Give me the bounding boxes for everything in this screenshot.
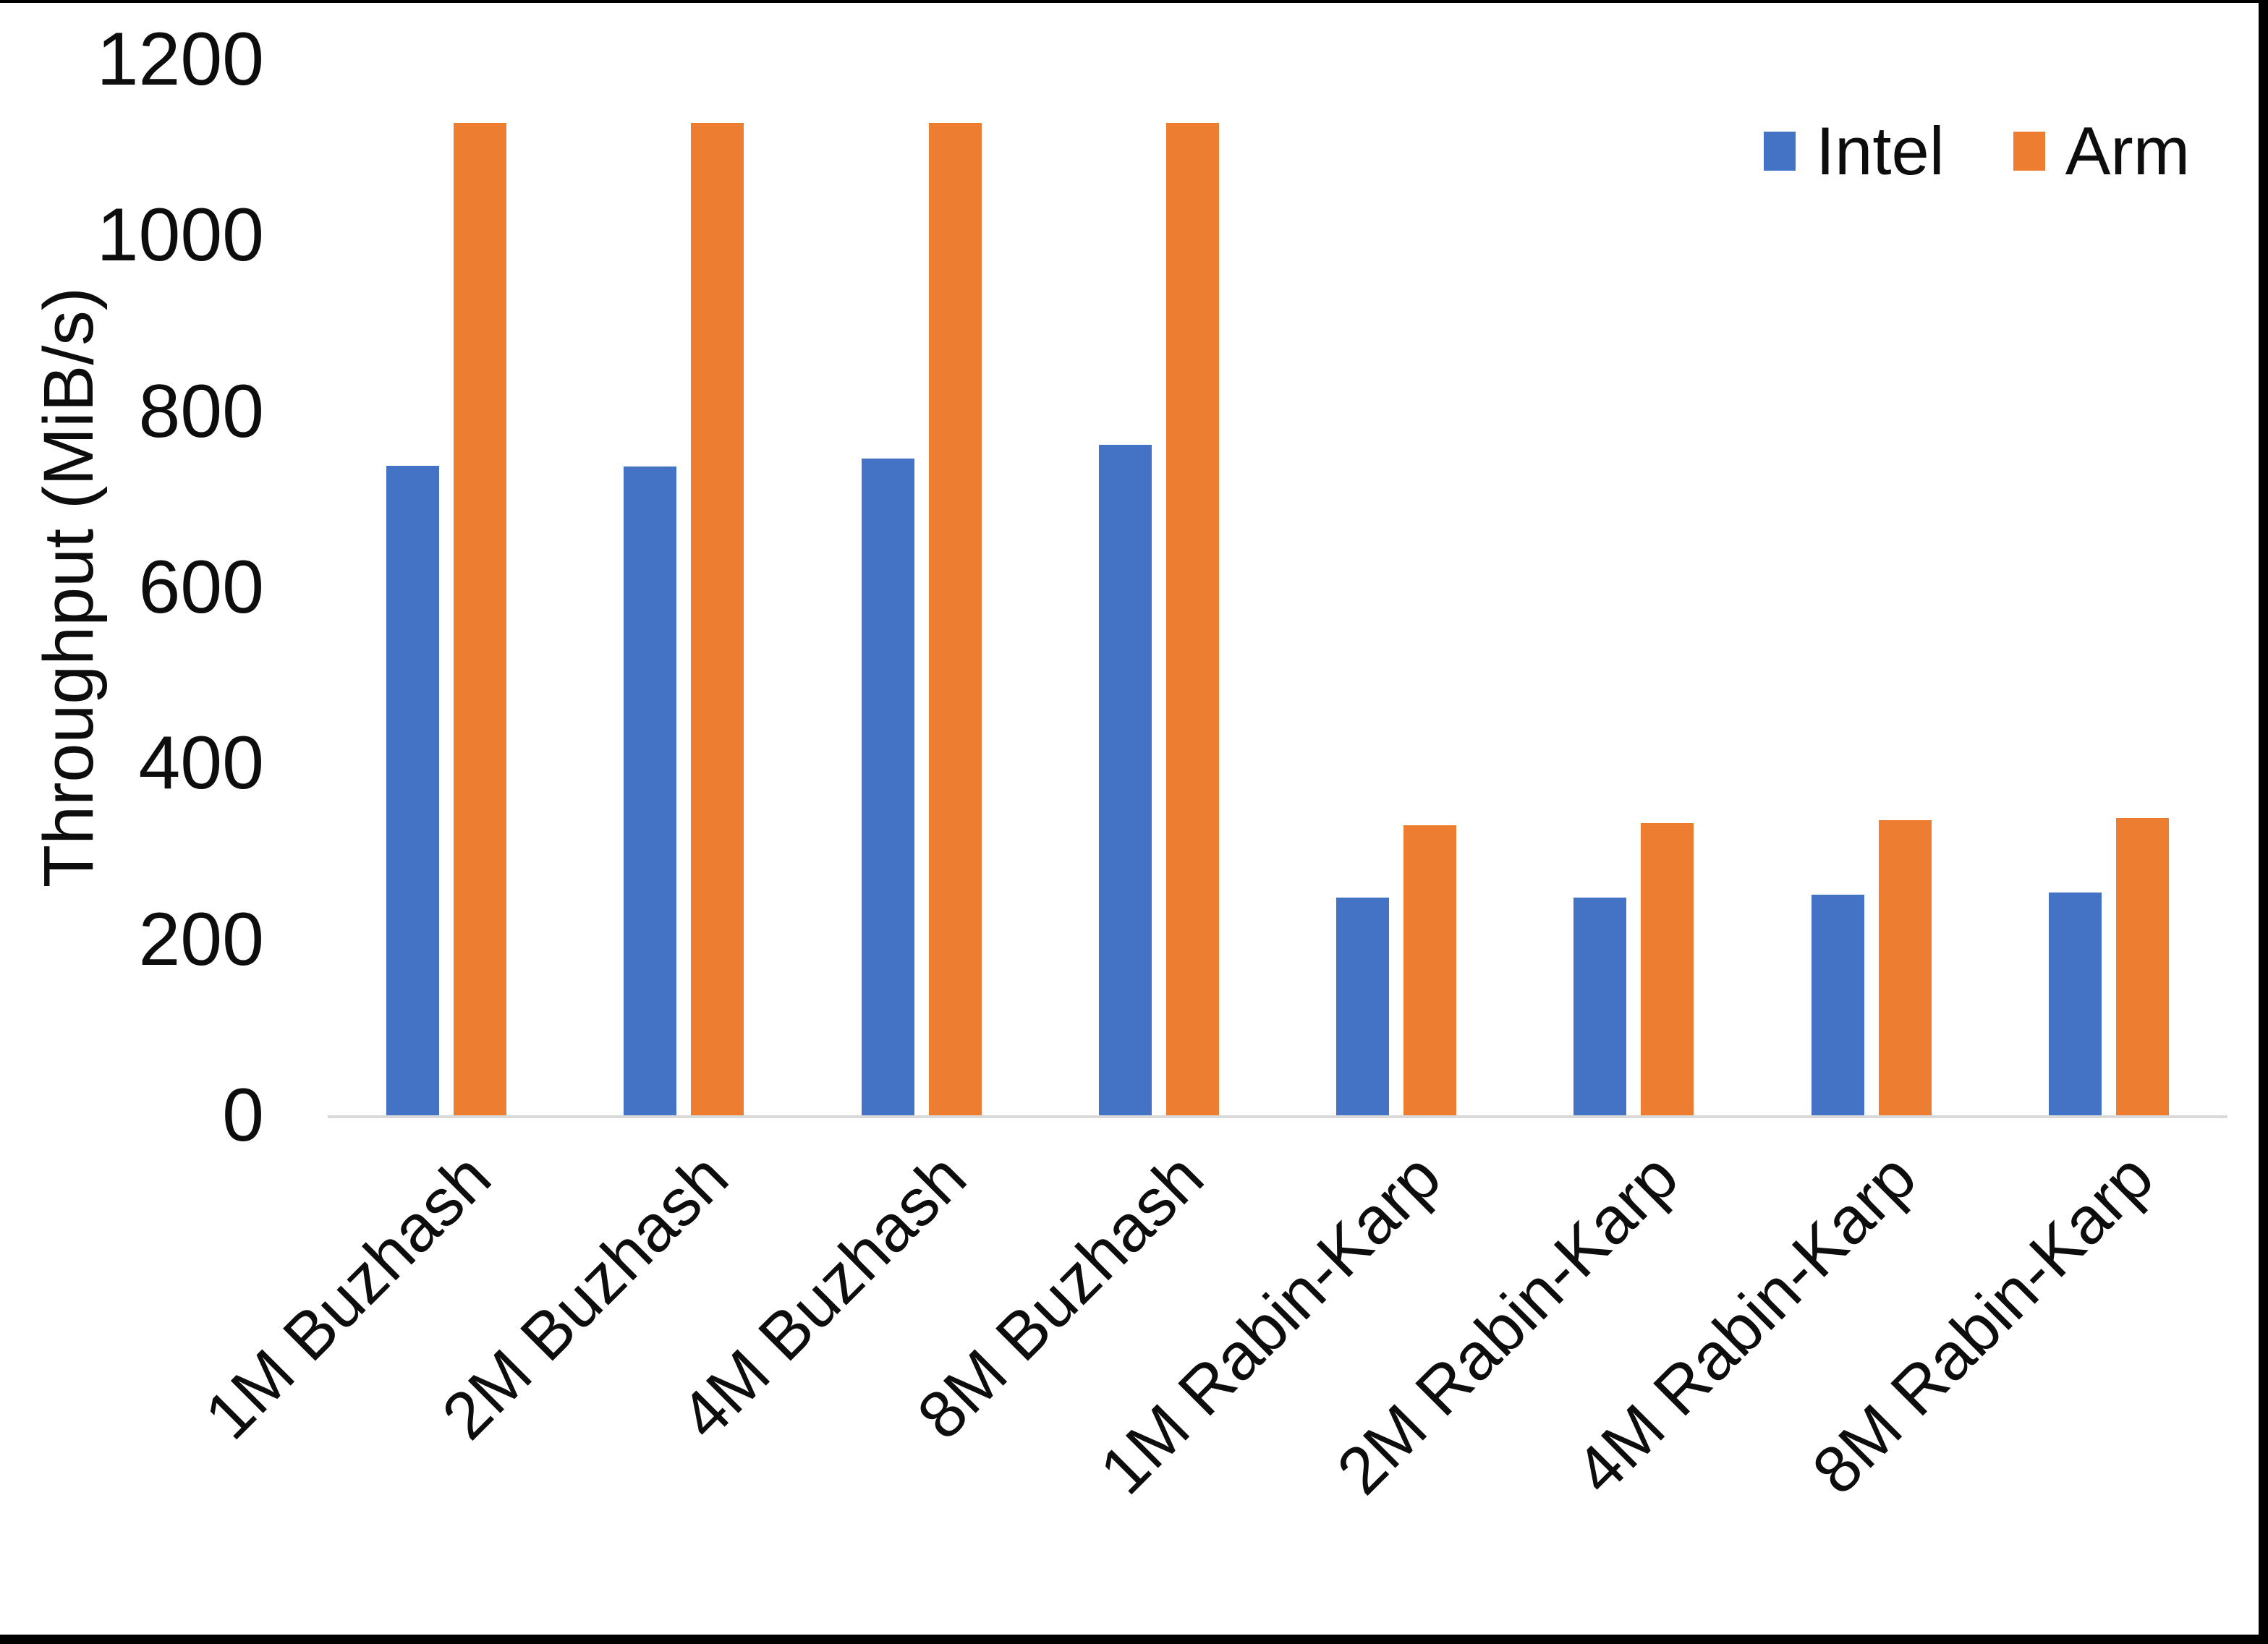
x-axis-line — [328, 1115, 2227, 1118]
bar-intel-2m-rabin-karp — [1573, 898, 1627, 1115]
y-tick-label-800: 800 — [138, 369, 264, 453]
y-tick-label-200: 200 — [138, 897, 264, 981]
legend-item-intel: Intel — [1764, 112, 1945, 190]
bar-intel-4m-buzhash — [861, 459, 914, 1115]
bar-arm-1m-rabin-karp — [1403, 825, 1457, 1115]
y-tick-label-1200: 1200 — [96, 17, 264, 101]
bar-arm-1m-buzhash — [454, 122, 507, 1115]
bar-arm-4m-buzhash — [928, 122, 982, 1115]
bar-intel-8m-rabin-karp — [2048, 893, 2102, 1115]
category-group-8m-rabin-karp — [1990, 59, 2227, 1115]
y-tick-label-0: 0 — [222, 1073, 264, 1157]
bar-arm-2m-buzhash — [691, 122, 744, 1115]
bar-intel-1m-buzhash — [386, 466, 440, 1115]
frame-border-right — [2259, 0, 2268, 1644]
y-tick-label-600: 600 — [138, 545, 264, 629]
legend-item-arm: Arm — [2013, 112, 2190, 190]
bar-arm-8m-buzhash — [1165, 122, 1219, 1115]
plot-area — [328, 59, 2227, 1118]
bar-intel-1m-rabin-karp — [1336, 898, 1390, 1115]
y-tick-label-1000: 1000 — [96, 193, 264, 278]
bar-arm-4m-rabin-karp — [1878, 820, 1932, 1115]
bar-intel-8m-buzhash — [1098, 444, 1152, 1115]
legend: Intel Arm — [1764, 112, 2190, 190]
category-group-1m-buzhash — [328, 59, 565, 1115]
category-group-2m-rabin-karp — [1515, 59, 1752, 1115]
category-group-4m-buzhash — [803, 59, 1040, 1115]
category-group-8m-buzhash — [1040, 59, 1278, 1115]
category-group-4m-rabin-karp — [1753, 59, 1990, 1115]
legend-swatch-arm — [2013, 132, 2045, 171]
category-group-2m-buzhash — [565, 59, 802, 1115]
frame-border-bottom — [0, 1635, 2268, 1644]
y-tick-label-400: 400 — [138, 721, 264, 806]
legend-label-intel: Intel — [1816, 113, 1945, 189]
legend-label-arm: Arm — [2065, 113, 2190, 189]
frame-border-top — [0, 0, 2268, 3]
legend-swatch-intel — [1764, 132, 1796, 171]
category-group-1m-rabin-karp — [1278, 59, 1515, 1115]
bar-intel-2m-buzhash — [624, 467, 677, 1115]
bar-intel-4m-rabin-karp — [1811, 894, 1864, 1115]
bar-arm-2m-rabin-karp — [1641, 823, 1694, 1115]
bar-arm-8m-rabin-karp — [2115, 817, 2169, 1115]
